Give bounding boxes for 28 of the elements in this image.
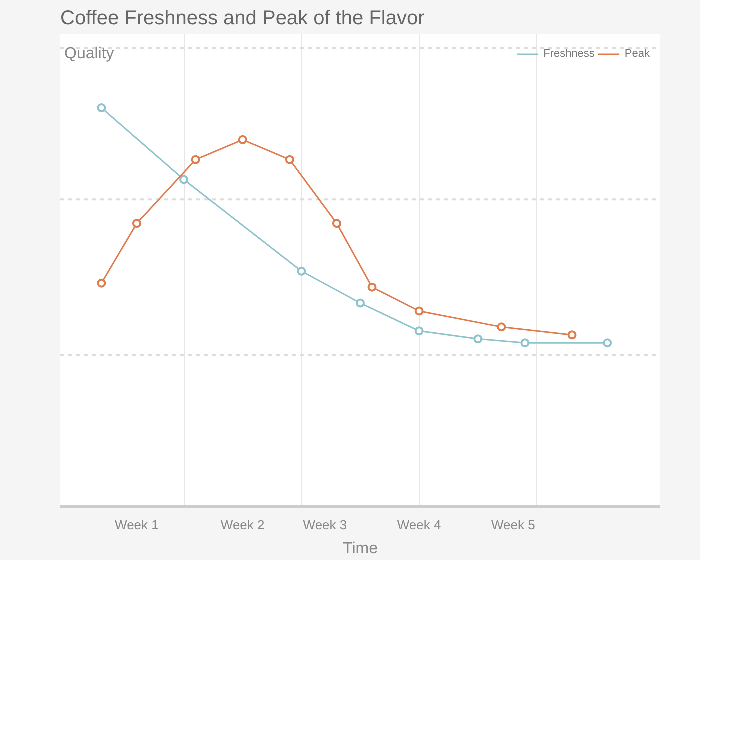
point bbox=[191, 155, 200, 164]
point bbox=[497, 322, 506, 332]
point bbox=[414, 306, 424, 316]
y-axis-title: Quality bbox=[64, 46, 114, 62]
x-axis-title: Time bbox=[343, 540, 378, 558]
x-tick-label: Week 5 bbox=[492, 518, 536, 532]
point bbox=[603, 338, 612, 348]
point bbox=[520, 338, 530, 348]
point bbox=[285, 155, 294, 164]
legend-label: Freshness bbox=[544, 48, 595, 60]
point bbox=[474, 334, 483, 344]
point bbox=[568, 330, 577, 340]
point bbox=[414, 326, 424, 336]
point bbox=[356, 298, 365, 308]
point bbox=[180, 175, 189, 184]
point bbox=[297, 266, 306, 276]
point bbox=[97, 278, 106, 288]
x-tick-label: Week 2 bbox=[220, 518, 265, 532]
point bbox=[132, 219, 142, 228]
legend-label: Peak bbox=[624, 48, 650, 60]
point bbox=[97, 104, 106, 113]
x-tick-label: Week 3 bbox=[303, 518, 348, 532]
point bbox=[238, 135, 248, 144]
x-tick-label: Week 1 bbox=[115, 518, 159, 532]
chart-title: Coffee Freshness and Peak of the Flavor bbox=[60, 8, 426, 30]
point bbox=[332, 219, 342, 228]
point bbox=[368, 282, 377, 292]
x-tick-label: Week 4 bbox=[397, 518, 442, 532]
